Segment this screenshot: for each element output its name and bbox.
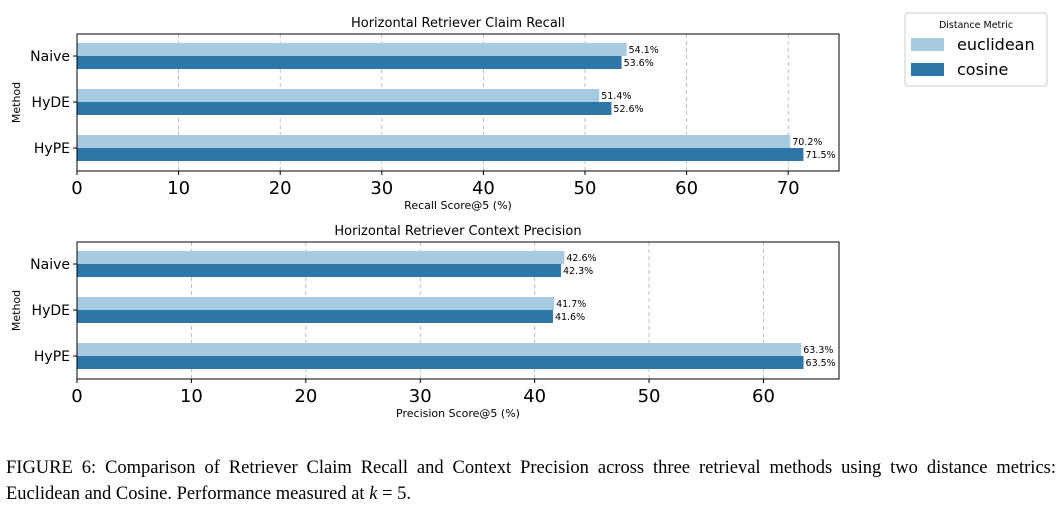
- chart2-x-tick-label: 20: [294, 386, 317, 407]
- chart1-y-tick-label: HyPE: [34, 141, 70, 157]
- chart2-x-tick-label: 50: [638, 386, 661, 407]
- chart1-x-tick-label: 70: [777, 178, 800, 199]
- chart2-title: Horizontal Retriever Context Precision: [334, 224, 581, 239]
- chart1-x-tick-label: 10: [167, 178, 190, 199]
- chart1-y-tick-label: HyDE: [32, 95, 70, 111]
- chart1-x-tick-label: 50: [574, 178, 597, 199]
- chart2-x-tick-label: 0: [71, 386, 82, 407]
- chart2-bar-cosine-hyde: [77, 310, 553, 323]
- chart1-bar-cosine-naive: [77, 56, 622, 69]
- chart1-data-label: 54.1%: [629, 45, 659, 56]
- chart2-bar-cosine-hype: [77, 356, 804, 369]
- chart1-x-tick-label: 60: [675, 178, 698, 199]
- chart1-x-tick-label: 30: [370, 178, 393, 199]
- legend-swatch-euclidean: [911, 38, 944, 51]
- caption-lead: FIGURE 6: Comparison of Retriever Claim …: [6, 457, 1056, 504]
- chart1-data-label: 51.4%: [601, 91, 631, 102]
- chart1-bar-euclidean-naive: [77, 43, 627, 56]
- chart2-data-label: 63.3%: [803, 345, 833, 356]
- legend-title: Distance Metric: [939, 20, 1013, 31]
- chart1-title: Horizontal Retriever Claim Recall: [351, 16, 565, 31]
- chart1-bar-euclidean-hyde: [77, 89, 600, 102]
- chart1-data-label: 70.2%: [792, 137, 822, 148]
- chart2-data-label: 41.7%: [556, 299, 586, 310]
- chart2-x-tick-label: 30: [409, 386, 432, 407]
- chart1-x-tick-label: 40: [472, 178, 495, 199]
- chart1-bar-cosine-hype: [77, 148, 804, 161]
- chart1-x-tick-label: 20: [269, 178, 292, 199]
- chart1-data-label: 53.6%: [624, 58, 654, 69]
- chart2-bar-euclidean-hype: [77, 343, 802, 356]
- chart2-y-tick-label: HyDE: [32, 303, 70, 319]
- chart2-y-axis-label: Method: [10, 290, 23, 331]
- chart2-data-label: 42.6%: [566, 253, 596, 264]
- chart2-bar-euclidean-naive: [77, 251, 565, 264]
- chart1-x-axis-label: Recall Score@5 (%): [404, 199, 512, 212]
- chart1-data-label: 52.6%: [613, 104, 643, 115]
- chart1-bar-cosine-hyde: [77, 102, 612, 115]
- caption-math-rest: = 5: [377, 483, 407, 504]
- chart1-y-axis-label: Method: [10, 82, 23, 123]
- chart2-data-label: 63.5%: [806, 358, 836, 369]
- figure-canvas: 54.1% 51.4% 70.2% 53.6% 52.6% 71.5% 0 10 20 30 40 5…: [10, 12, 1048, 420]
- chart2-x-tick-label: 60: [752, 386, 775, 407]
- chart2-data-label: 42.3%: [563, 266, 593, 277]
- figure-caption: FIGURE 6: Comparison of Retriever Claim …: [6, 455, 1056, 507]
- chart1-y-tick-label: Naive: [30, 49, 70, 65]
- chart1-bar-euclidean-hype: [77, 135, 791, 148]
- chart2-bar-cosine-naive: [77, 264, 561, 277]
- chart1-data-label: 71.5%: [805, 150, 835, 161]
- chart2-x-tick-label: 40: [523, 386, 546, 407]
- legend-swatch-cosine: [911, 63, 944, 76]
- caption-end: .: [406, 483, 411, 504]
- chart2-x-axis-label: Precision Score@5 (%): [396, 407, 520, 420]
- chart2-y-tick-label: HyPE: [34, 349, 70, 365]
- chart1-x-tick-label: 0: [71, 178, 82, 199]
- chart2-bar-euclidean-hyde: [77, 297, 555, 310]
- caption-math-var: k: [369, 483, 378, 504]
- legend-label-cosine: cosine: [957, 60, 1008, 79]
- chart2-y-tick-label: Naive: [30, 257, 70, 273]
- chart2-x-tick-label: 10: [180, 386, 203, 407]
- legend-label-euclidean: euclidean: [957, 35, 1035, 54]
- chart2-data-label: 41.6%: [555, 312, 585, 323]
